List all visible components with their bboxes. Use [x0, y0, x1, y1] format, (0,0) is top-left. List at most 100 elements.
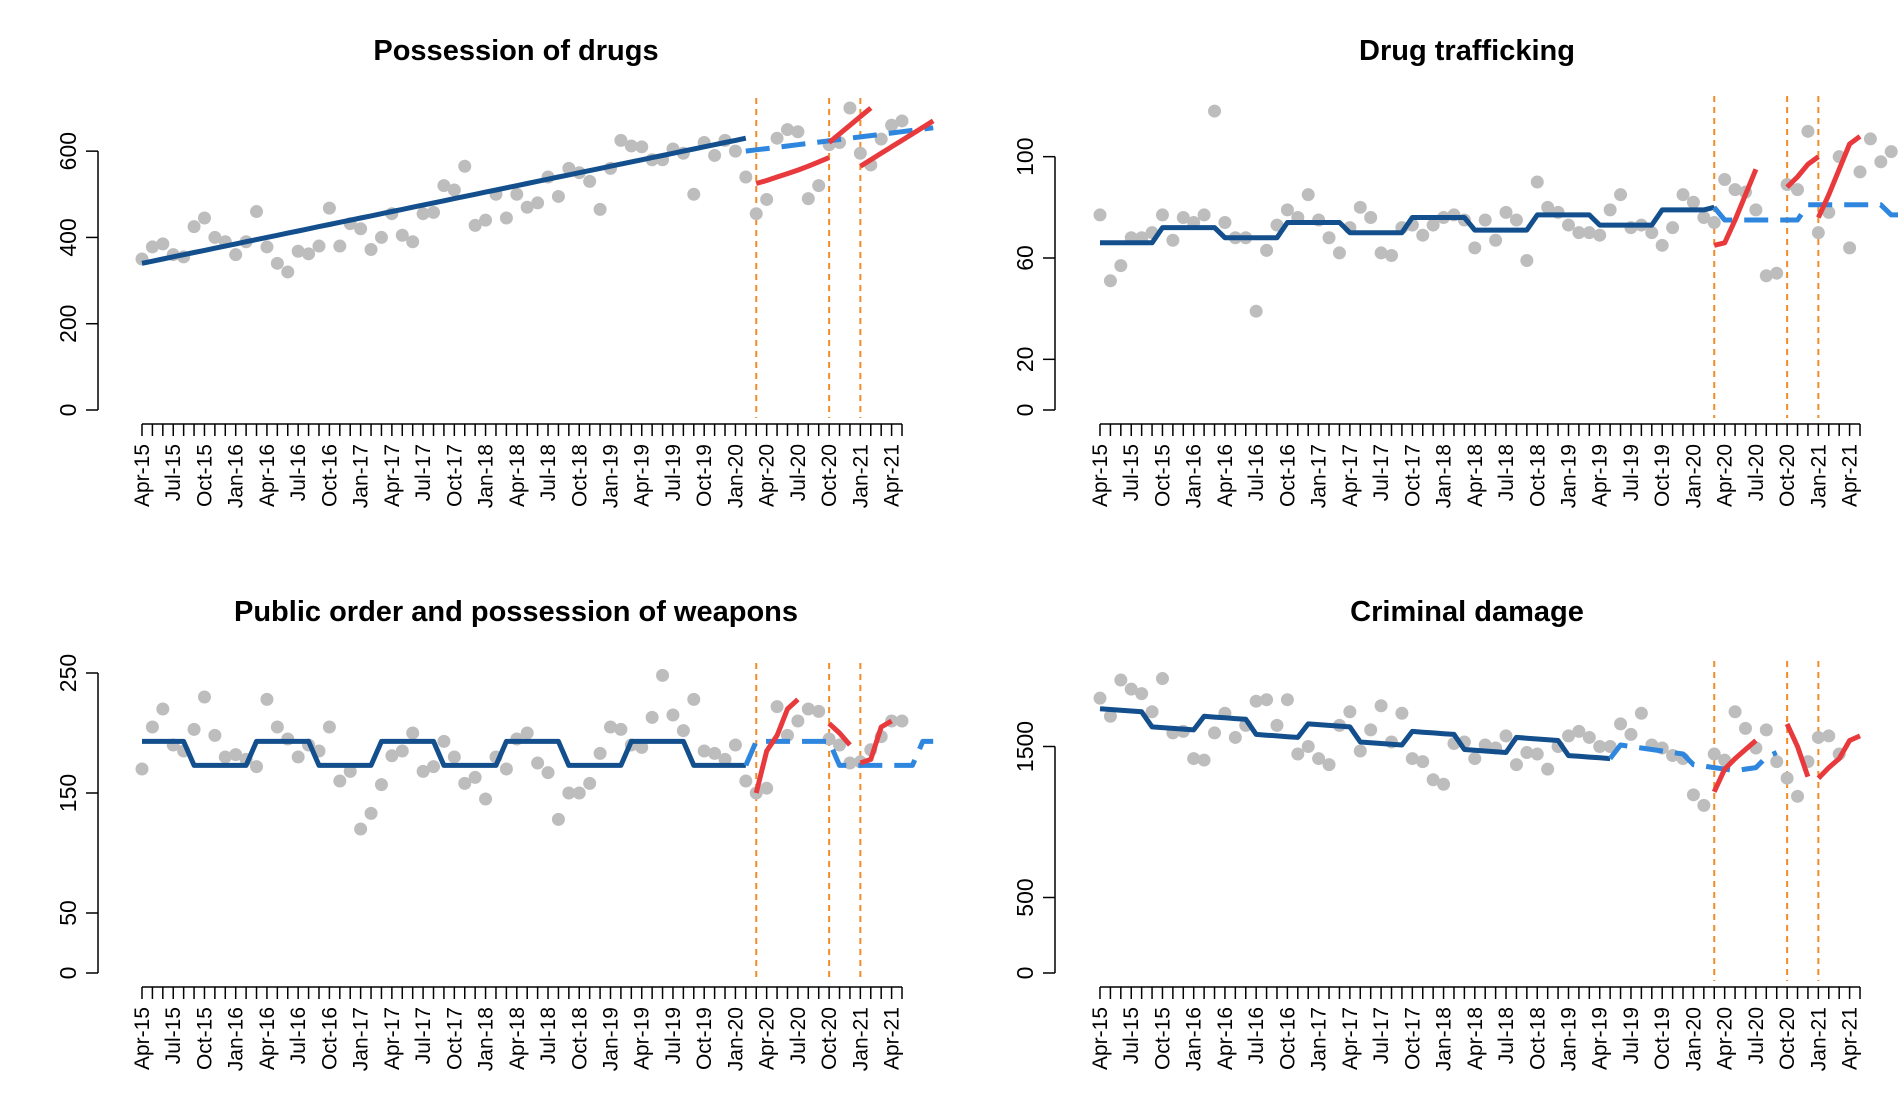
- observed-point: [853, 146, 867, 160]
- observed-point: [1509, 758, 1523, 772]
- x-tick-label: Apr-21: [1839, 444, 1862, 507]
- x-tick-label: Jan-19: [599, 1007, 622, 1071]
- observed-point: [1093, 208, 1107, 222]
- x-tick-label: Jan-18: [475, 1007, 498, 1071]
- lockdown-fit-line: [1816, 733, 1862, 780]
- x-tick-label: Jul-15: [162, 444, 185, 501]
- x-tick-label: Apr-18: [506, 444, 529, 507]
- lockdown-fit-line: [755, 155, 831, 186]
- counterfactual-line: [745, 125, 934, 154]
- observed-point: [1208, 726, 1222, 740]
- x-tick-label: Oct-17: [1401, 1007, 1424, 1070]
- observed-point: [1686, 195, 1700, 209]
- x-tick-label: Oct-16: [1276, 444, 1299, 507]
- x-tick-label: Oct-20: [1776, 1007, 1799, 1070]
- observed-point: [676, 724, 690, 738]
- observed-point: [1395, 706, 1409, 720]
- observed-point: [416, 764, 430, 778]
- observed-point: [447, 750, 461, 764]
- baseline-fit-line: [142, 738, 746, 768]
- x-tick-label: Apr-15: [131, 444, 154, 507]
- panel-title: Public order and possession of weapons: [234, 596, 798, 628]
- x-tick-label: Jan-21: [849, 1007, 872, 1071]
- observed-point: [843, 101, 857, 115]
- observed-point: [1759, 723, 1773, 737]
- panel-title: Drug trafficking: [1359, 35, 1575, 67]
- observed-point: [1499, 729, 1513, 743]
- observed-point: [1520, 254, 1534, 268]
- x-tick-label: Jul-15: [1120, 1007, 1143, 1064]
- baseline-fit-line: [1099, 706, 1611, 762]
- observed-point: [770, 131, 784, 145]
- x-tick-label: Oct-20: [1776, 444, 1799, 507]
- observed-point: [624, 139, 638, 153]
- lockdown-fit-line: [827, 106, 873, 145]
- baseline-fit-line: [141, 135, 747, 266]
- x-tick-label: Oct-19: [1651, 1007, 1674, 1070]
- observed-point: [468, 770, 482, 784]
- observed-point: [1614, 717, 1628, 731]
- x-tick-label: Jan-21: [1807, 1007, 1830, 1071]
- observed-point: [416, 207, 430, 221]
- observed-point: [302, 247, 316, 261]
- observed-point: [1603, 203, 1617, 217]
- observed-point: [156, 702, 170, 716]
- observed-point: [833, 738, 847, 752]
- observed-point: [1770, 755, 1784, 769]
- observed-point: [260, 240, 274, 254]
- x-tick-label: Jan-19: [1557, 444, 1580, 508]
- x-tick-label: Jan-18: [1433, 444, 1456, 508]
- observed-point: [1801, 124, 1815, 138]
- lockdown-fit-line: [1713, 168, 1759, 248]
- observed-point: [1738, 721, 1752, 735]
- observed-point: [1822, 205, 1836, 219]
- observed-point: [593, 746, 607, 760]
- observed-point: [1541, 200, 1555, 214]
- x-tick-label: Jul-16: [1245, 444, 1268, 501]
- observed-point: [1228, 730, 1242, 744]
- observed-point: [1697, 210, 1711, 224]
- panel-possession-of-drugs: Possession of drugs 0 200 400 600 Apr-15 Jul-…: [55, 35, 935, 508]
- x-tick-label: Jul-17: [1370, 1007, 1393, 1064]
- observed-point: [354, 822, 368, 836]
- observed-point: [708, 746, 722, 760]
- y-tick-label: 0: [55, 967, 81, 980]
- observed-point: [291, 750, 305, 764]
- observed-point: [312, 239, 326, 253]
- observed-point: [1749, 203, 1763, 217]
- observed-point: [1499, 205, 1513, 219]
- observed-point: [1291, 747, 1305, 761]
- x-tick-label: Jul-16: [287, 1007, 310, 1064]
- x-tick-label: Oct-20: [818, 444, 841, 507]
- observed-point: [260, 692, 274, 706]
- x-tick-label: Apr-15: [131, 1007, 154, 1070]
- observed-point: [145, 720, 159, 734]
- x-tick-label: Apr-17: [381, 444, 404, 507]
- y-tick-label: 200: [55, 305, 81, 343]
- observed-point: [1811, 226, 1825, 240]
- observed-point: [1270, 718, 1284, 732]
- observed-point: [229, 748, 243, 762]
- x-tick-label: Apr-20: [756, 1007, 779, 1070]
- x-tick-label: Oct-18: [568, 444, 591, 507]
- observed-point: [697, 744, 711, 758]
- x-tick-label: Apr-19: [631, 444, 654, 507]
- x-tick-label: Jan-16: [225, 1007, 248, 1071]
- y-tick-label: 20: [1012, 347, 1038, 373]
- observed-point: [479, 213, 493, 227]
- observed-point: [874, 132, 888, 146]
- observed-point: [1697, 798, 1711, 812]
- observed-point: [1364, 210, 1378, 224]
- observed-point: [551, 189, 565, 203]
- lockdown-fit-line: [859, 718, 893, 766]
- observed-point: [1780, 771, 1794, 785]
- observed-point: [1666, 221, 1680, 235]
- observed-point: [1478, 738, 1492, 752]
- x-tick-label: Jul-18: [537, 1007, 560, 1064]
- observed-point: [197, 211, 211, 225]
- x-tick-label: Oct-15: [1151, 1007, 1174, 1070]
- x-tick-label: Apr-16: [1214, 1007, 1237, 1070]
- observed-point: [458, 776, 472, 790]
- observed-point: [322, 720, 336, 734]
- observed-point: [1166, 233, 1180, 247]
